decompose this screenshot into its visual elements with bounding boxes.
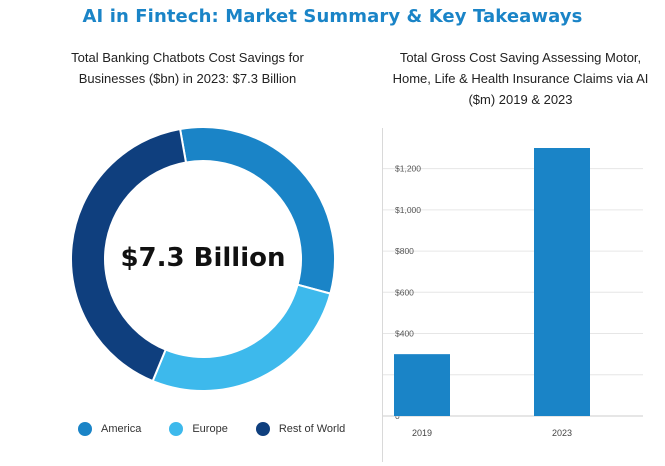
donut-slice-europe — [151, 283, 332, 392]
donut-legend: America Europe Rest of World — [78, 422, 373, 436]
donut-slice-rest-of-world — [70, 127, 188, 383]
legend-swatch-rest-of-world — [255, 422, 270, 436]
y-tick-label: $600 — [395, 287, 414, 297]
legend-label-rest-of-world: Rest of World — [278, 423, 346, 435]
bar-2019 — [394, 354, 450, 416]
donut-chart — [70, 126, 336, 392]
legend-label-europe: Europe — [192, 423, 228, 435]
page-title: AI in Fintech: Market Summary & Key Take… — [82, 6, 583, 27]
y-tick-label: $400 — [395, 329, 414, 339]
panel-divider — [382, 128, 383, 462]
y-tick-label: $800 — [395, 246, 414, 256]
bar-2023 — [534, 148, 590, 416]
legend-item-europe: Europe — [169, 422, 228, 436]
y-tick-label: $1,000 — [395, 205, 421, 215]
legend-swatch-america — [78, 422, 92, 436]
donut-center-label: $7.3 Billion — [120, 243, 286, 273]
x-tick-label-2019: 2019 — [412, 428, 432, 438]
donut-chart-subtitle: Total Banking Chatbots Cost Savings for … — [71, 50, 304, 86]
y-tick-label: $1,200 — [395, 164, 421, 174]
bar-chart-subtitle: Total Gross Cost Saving Assessing Motor,… — [392, 50, 649, 107]
legend-item-america: America — [78, 422, 141, 436]
legend-label-america: America — [101, 423, 142, 435]
x-tick-label-2023: 2023 — [552, 428, 572, 438]
legend-item-rest-of-world: Rest of World — [255, 422, 346, 436]
legend-swatch-europe — [169, 422, 184, 436]
